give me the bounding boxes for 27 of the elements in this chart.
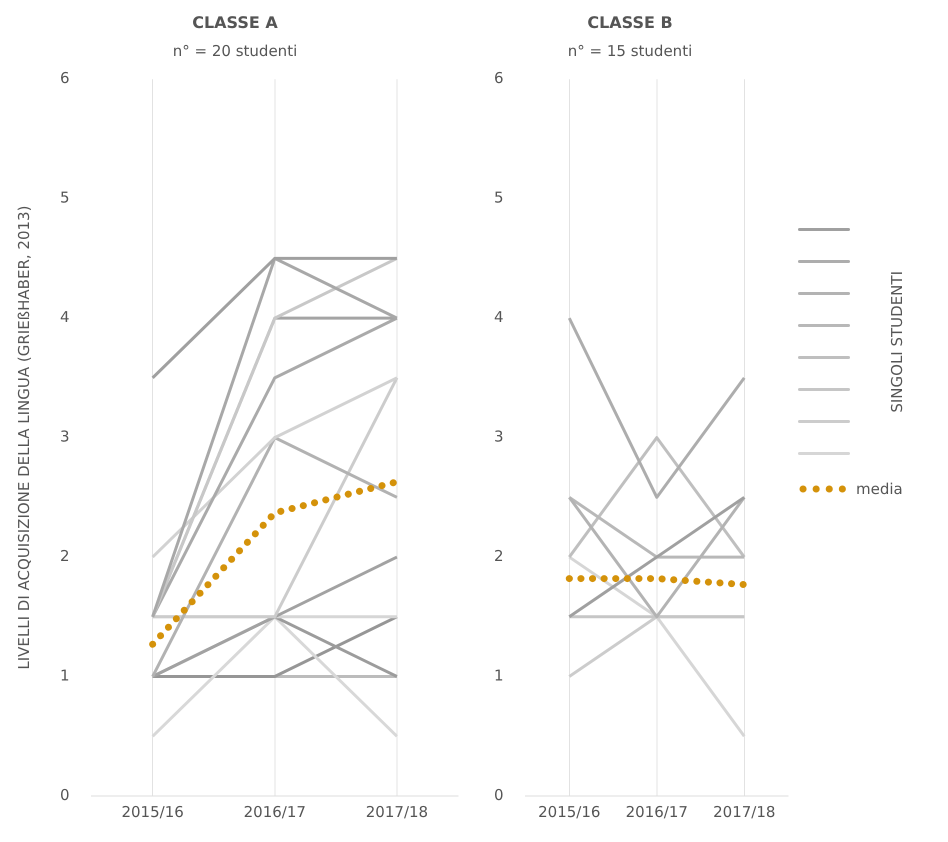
chart-title: CLASSE B [587,12,673,32]
y-axis-title: LIVELLI DI ACQUISIZIONE DELLA LINGUA (GRIEßHABER, 2013) [14,206,33,670]
x-tick-label: 2016/17 [626,802,688,821]
y-tick-label: 0 [60,786,70,804]
x-tick-label: 2017/18 [366,802,428,821]
x-tick-label: 2016/17 [244,802,306,821]
x-tick-label: 2015/16 [538,802,600,821]
y-tick-label: 1 [494,666,504,684]
y-tick-label: 4 [494,308,504,326]
legend-label: media [856,480,903,498]
y-tick-label: 0 [494,786,504,804]
legend-title: SINGOLI STUDENTI [888,271,906,413]
y-tick-label: 1 [60,666,70,684]
y-tick-label: 5 [494,188,504,207]
y-tick-label: 4 [60,308,70,326]
x-tick-label: 2015/16 [121,802,184,821]
y-tick-label: 6 [60,69,70,88]
y-tick-label: 3 [494,427,504,446]
chart-title: CLASSE A [192,12,278,32]
y-tick-label: 6 [494,69,504,88]
y-tick-label: 2 [60,546,70,565]
chart-subtitle: n° = 15 studenti [568,42,692,60]
y-tick-label: 2 [494,546,504,565]
y-tick-label: 5 [60,188,70,207]
chart-subtitle: n° = 20 studenti [172,42,298,60]
y-tick-label: 3 [60,427,70,446]
x-tick-label: 2017/18 [713,802,776,821]
